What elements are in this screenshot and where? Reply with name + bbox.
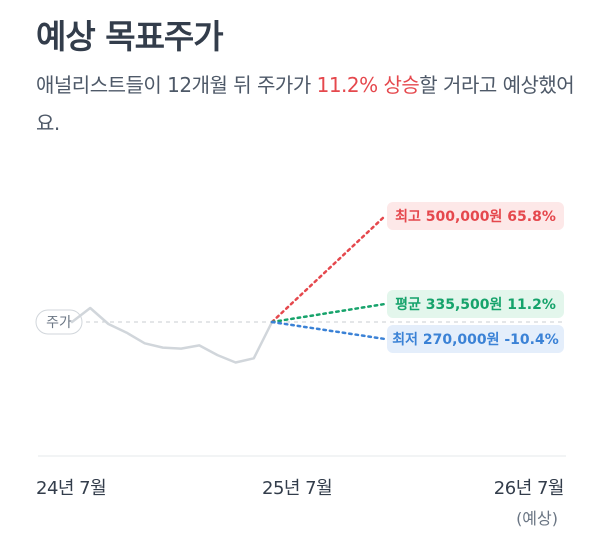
x-label-middle: 25년 7월 [262,478,333,499]
target-badge-high [387,202,564,230]
x-label-forecast-note: (예상) [516,509,558,528]
target-badge-low [387,325,564,354]
y-reference-label: 주가 [46,315,72,331]
x-label-end: 26년 7월 [493,478,565,499]
target-line-avg [270,302,387,324]
summary-text-start: 애널리스트들이 12개월 뒤 주가가 [36,73,317,97]
target-label-high: 최고 500,000원 65.8% [395,209,556,225]
summary-highlight: 11.2% 상승 [316,73,420,97]
y-reference-badge: 주가 [35,309,83,335]
page-title: 예상 목표주가 [36,17,224,56]
x-label-start: 24년 7월 [36,478,107,499]
target-line-low [270,320,387,341]
summary-text-end: 할 거라고 예상했어요. [36,73,575,135]
target-badge-avg [387,289,564,318]
target-line-high [270,214,387,324]
summary-text: 애널리스트들이 12개월 뒤 주가가 11.2% 상승할 거라고 예상했어요. [36,66,576,142]
price-history-line [70,306,274,364]
target-label-avg: 평균 335,500원 11.2% [395,296,556,313]
target-label-low: 최저 270,000원 -10.4% [392,332,559,348]
